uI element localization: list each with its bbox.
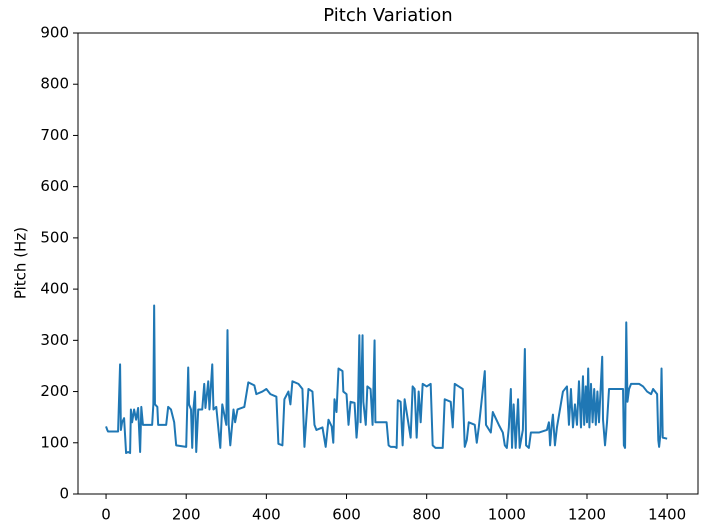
y-tick-label: 500 <box>40 228 69 246</box>
x-tick-label: 800 <box>412 506 441 524</box>
y-tick-label: 800 <box>40 75 69 93</box>
y-tick-label: 0 <box>59 485 69 503</box>
y-tick-label: 600 <box>40 177 69 195</box>
y-tick-label: 200 <box>40 382 69 400</box>
y-axis-label: Pitch (Hz) <box>12 227 30 299</box>
plot-frame <box>77 32 699 495</box>
data-line <box>105 304 668 455</box>
x-tick-label: 400 <box>252 506 281 524</box>
y-tick-label: 900 <box>40 24 69 42</box>
x-tick-label: 600 <box>332 506 361 524</box>
y-tick-label: 100 <box>40 433 69 451</box>
x-tick-label: 0 <box>101 506 111 524</box>
y-tick-label: 700 <box>40 126 69 144</box>
y-tick-label: 400 <box>40 280 69 298</box>
chart-title: Pitch Variation <box>323 5 452 26</box>
x-tick-label: 1400 <box>648 506 686 524</box>
x-tick-label: 200 <box>172 506 201 524</box>
x-tick-label: 1200 <box>568 506 606 524</box>
y-tick-label: 300 <box>40 331 69 349</box>
x-tick-label: 1000 <box>488 506 526 524</box>
